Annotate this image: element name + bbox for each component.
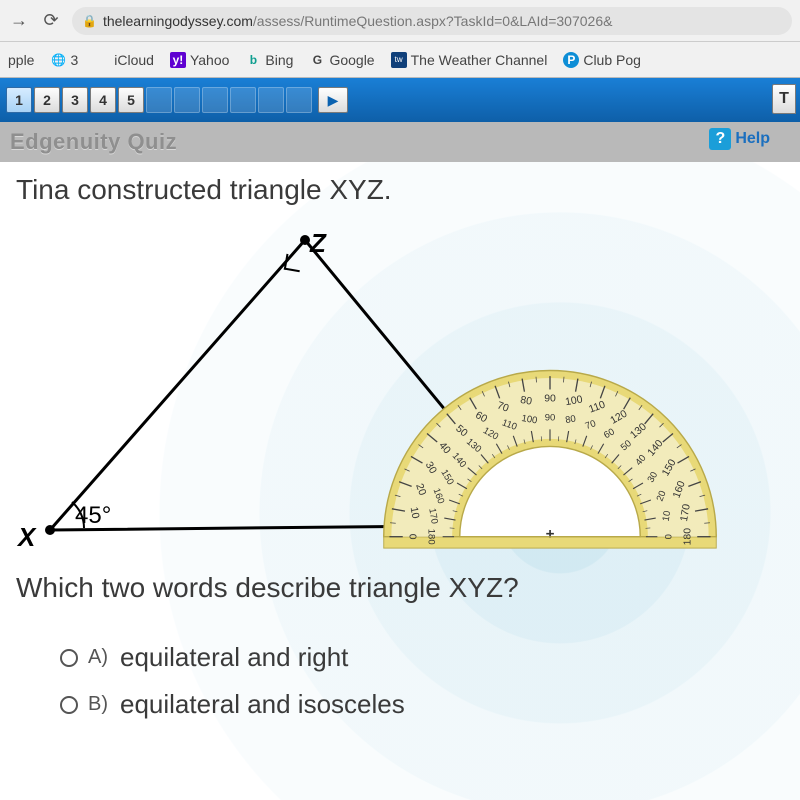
strip-right-tab[interactable]: T [772, 84, 796, 114]
apple-icon [94, 52, 110, 68]
figure: Z X Y 45° 018010170201603015040140501306… [0, 210, 800, 570]
option-b[interactable]: B) equilateral and isosceles [60, 689, 784, 720]
bookmark-clubpog[interactable]: P Club Pog [563, 52, 641, 68]
question-nav-blank [146, 87, 172, 113]
svg-text:0: 0 [663, 534, 674, 539]
lock-icon: 🔒 [82, 14, 97, 28]
vertex-label-x: X [18, 522, 35, 553]
question-nav-blank [286, 87, 312, 113]
vertex-label-y: Y [540, 510, 557, 541]
question-nav-blank [230, 87, 256, 113]
bookmark-icloud[interactable]: iCloud [94, 52, 154, 68]
svg-text:130: 130 [629, 421, 650, 441]
bookmark-apple[interactable]: pple [8, 52, 34, 68]
angle-x-label: 45° [75, 502, 111, 530]
play-icon: ▶ [328, 92, 339, 109]
weather-icon: tw [391, 52, 407, 68]
question-nav-blank [174, 87, 200, 113]
bookmark-3[interactable]: 🌐 3 [50, 52, 78, 68]
quiz-title: Edgenuity Quiz [10, 129, 177, 155]
question-nav-4[interactable]: 4 [90, 87, 116, 113]
bookmark-google[interactable]: G Google [309, 52, 374, 68]
address-bar[interactable]: 🔒 thelearningodyssey.com /assess/Runtime… [72, 7, 792, 35]
svg-text:30: 30 [645, 470, 660, 485]
question-content: Tina constructed triangle XYZ. Z X Y 45°… [0, 162, 800, 800]
url-domain: thelearningodyssey.com [103, 13, 253, 29]
svg-text:140: 140 [646, 438, 666, 459]
option-a[interactable]: A) equilateral and right [60, 642, 784, 673]
help-button[interactable]: ? Help [709, 128, 770, 150]
radio-icon [60, 649, 78, 667]
svg-text:170: 170 [679, 503, 693, 522]
svg-text:150: 150 [660, 458, 678, 479]
bookmark-yahoo[interactable]: y! Yahoo [170, 52, 229, 68]
radio-icon [60, 696, 78, 714]
google-icon: G [309, 52, 325, 68]
help-label: Help [735, 130, 770, 148]
forward-button[interactable]: → [8, 10, 30, 31]
globe-icon: 🌐 [50, 52, 66, 68]
bing-icon: b [245, 52, 261, 68]
yahoo-icon: y! [170, 52, 186, 68]
bookmark-bing[interactable]: b Bing [245, 52, 293, 68]
question-nav-2[interactable]: 2 [34, 87, 60, 113]
quiz-title-bar: Edgenuity Quiz ? Help [0, 122, 800, 162]
bookmarks-bar: pple 🌐 3 iCloud y! Yahoo b Bing G Google… [0, 42, 800, 78]
svg-text:160: 160 [672, 479, 688, 499]
help-icon: ? [709, 128, 731, 150]
svg-text:180: 180 [683, 528, 694, 546]
right-angle-marker [284, 254, 303, 273]
question-nav-blank [258, 87, 284, 113]
svg-text:10: 10 [661, 510, 674, 522]
question-nav-5[interactable]: 5 [118, 87, 144, 113]
clubpog-icon: P [563, 52, 579, 68]
svg-text:50: 50 [619, 438, 634, 453]
answer-options: A) equilateral and right B) equilateral … [0, 604, 800, 720]
bookmark-weather[interactable]: tw The Weather Channel [391, 52, 548, 68]
question-stem: Tina constructed triangle XYZ. [0, 162, 800, 206]
svg-text:40: 40 [633, 453, 648, 468]
question-nav-3[interactable]: 3 [62, 87, 88, 113]
vertex-label-z: Z [310, 228, 326, 259]
question-prompt: Which two words describe triangle XYZ? [0, 570, 800, 604]
question-nav-1[interactable]: 1 [6, 87, 32, 113]
option-b-text: equilateral and isosceles [120, 689, 405, 720]
svg-text:20: 20 [655, 489, 669, 503]
option-a-text: equilateral and right [120, 642, 348, 673]
reload-button[interactable]: ⟳ [40, 10, 62, 31]
question-nav-blank [202, 87, 228, 113]
next-question-button[interactable]: ▶ [318, 87, 348, 113]
question-nav-strip: 1 2 3 4 5 ▶ T [0, 78, 800, 122]
option-b-letter: B) [88, 693, 108, 716]
svg-text:120: 120 [609, 408, 630, 426]
browser-toolbar: → ⟳ 🔒 thelearningodyssey.com /assess/Run… [0, 0, 800, 42]
url-path: /assess/RuntimeQuestion.aspx?TaskId=0&LA… [253, 13, 613, 29]
option-a-letter: A) [88, 646, 108, 669]
